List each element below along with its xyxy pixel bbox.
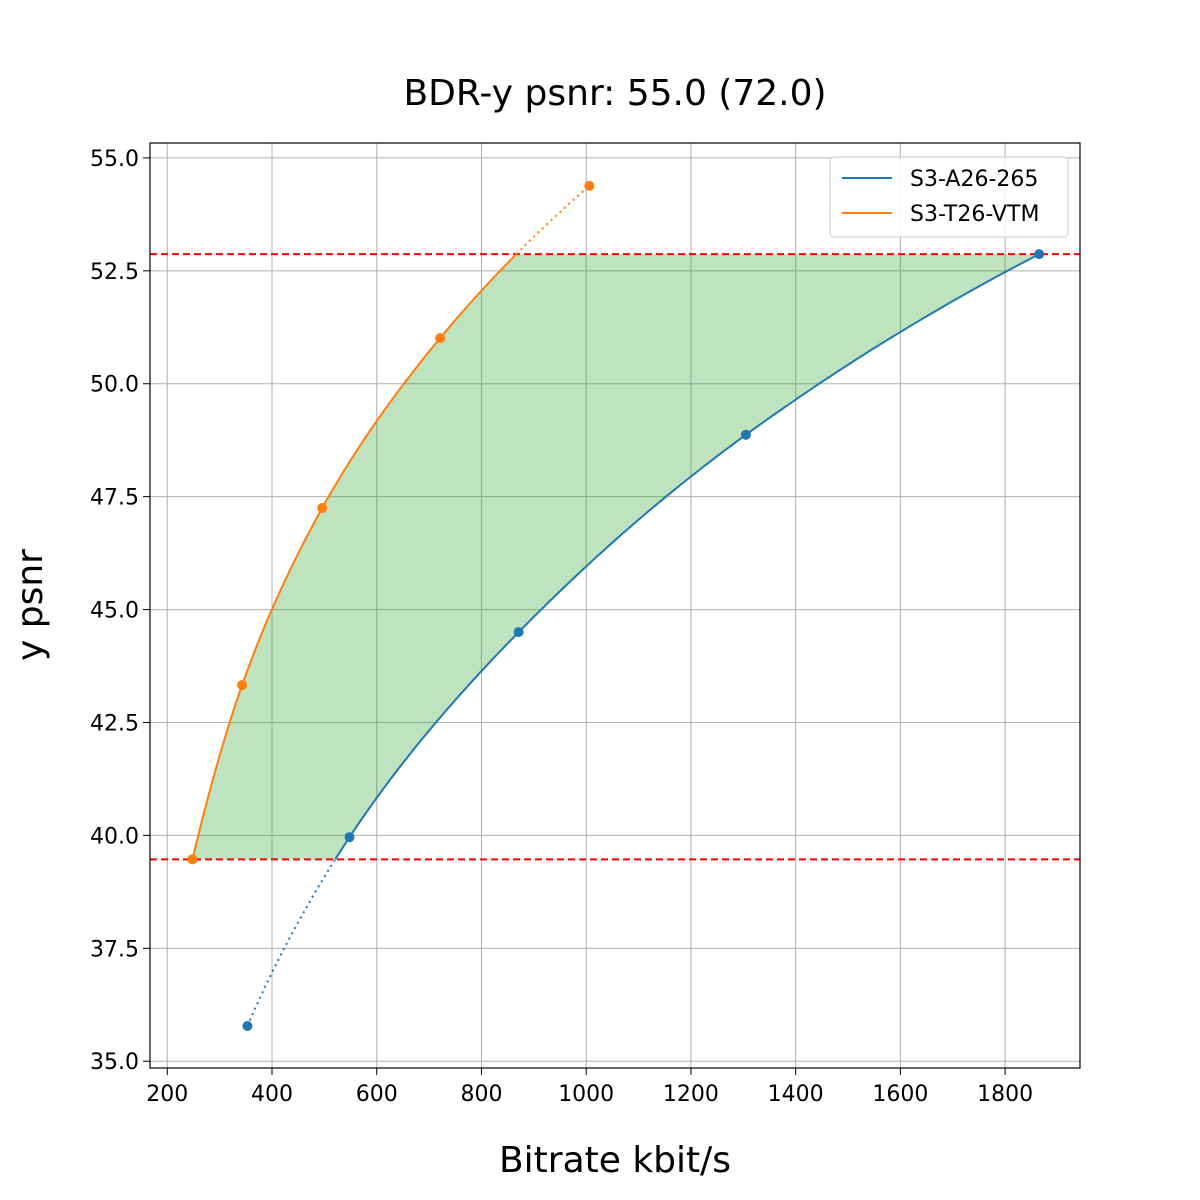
y-tick-label: 37.5 <box>90 937 139 962</box>
x-tick-label: 1000 <box>558 1082 614 1107</box>
legend-label: S3-A26-265 <box>910 167 1038 192</box>
x-tick-label: 1800 <box>977 1082 1033 1107</box>
data-point <box>237 679 248 690</box>
series-line <box>334 253 1040 860</box>
data-point <box>344 832 355 843</box>
data-point <box>1034 249 1045 260</box>
y-tick-label: 50.0 <box>90 373 139 398</box>
x-tick-label: 200 <box>146 1082 188 1107</box>
y-tick-label: 35.0 <box>90 1050 139 1075</box>
data-point <box>740 429 751 440</box>
x-tick-label: 1400 <box>768 1082 824 1107</box>
series-line-dotted <box>515 185 591 255</box>
y-tick-label: 40.0 <box>90 824 139 849</box>
series-points <box>187 180 1045 1031</box>
y-tick-label: 42.5 <box>90 711 139 736</box>
ticks: 200 400 600 800 1000 1200 1400 1600 1800 35.0 37.5… <box>90 147 1033 1107</box>
data-point <box>317 502 328 513</box>
chart-title: BDR-y psnr: 55.0 (72.0) <box>403 73 826 114</box>
y-axis-label: y psnr <box>10 549 51 661</box>
data-point <box>435 333 446 344</box>
x-axis-label: Bitrate kbit/s <box>499 1140 731 1181</box>
data-point <box>584 180 595 191</box>
bdr-area <box>192 254 1040 860</box>
legend: S3-A26-265 S3-T26-VTM <box>829 156 1069 238</box>
y-tick-label: 52.5 <box>90 260 139 285</box>
x-tick-label: 1600 <box>872 1082 928 1107</box>
fill-layer <box>192 254 1040 860</box>
legend-label: S3-T26-VTM <box>910 202 1039 227</box>
x-tick-label: 800 <box>460 1082 502 1107</box>
x-tick-label: 1200 <box>663 1082 719 1107</box>
data-point <box>242 1020 253 1031</box>
plot-frame <box>149 142 1081 1069</box>
data-point <box>513 627 524 638</box>
y-tick-label: 55.0 <box>90 147 139 172</box>
y-tick-label: 45.0 <box>90 599 139 624</box>
reference-lines <box>150 253 1080 861</box>
x-tick-label: 400 <box>251 1082 293 1107</box>
series-line <box>191 253 518 860</box>
data-point <box>187 854 198 865</box>
y-tick-label: 47.5 <box>90 486 139 511</box>
series-lines <box>191 185 1040 1027</box>
x-tick-label: 600 <box>356 1082 398 1107</box>
grid <box>150 143 1080 1068</box>
series-line-dotted <box>246 858 337 1027</box>
